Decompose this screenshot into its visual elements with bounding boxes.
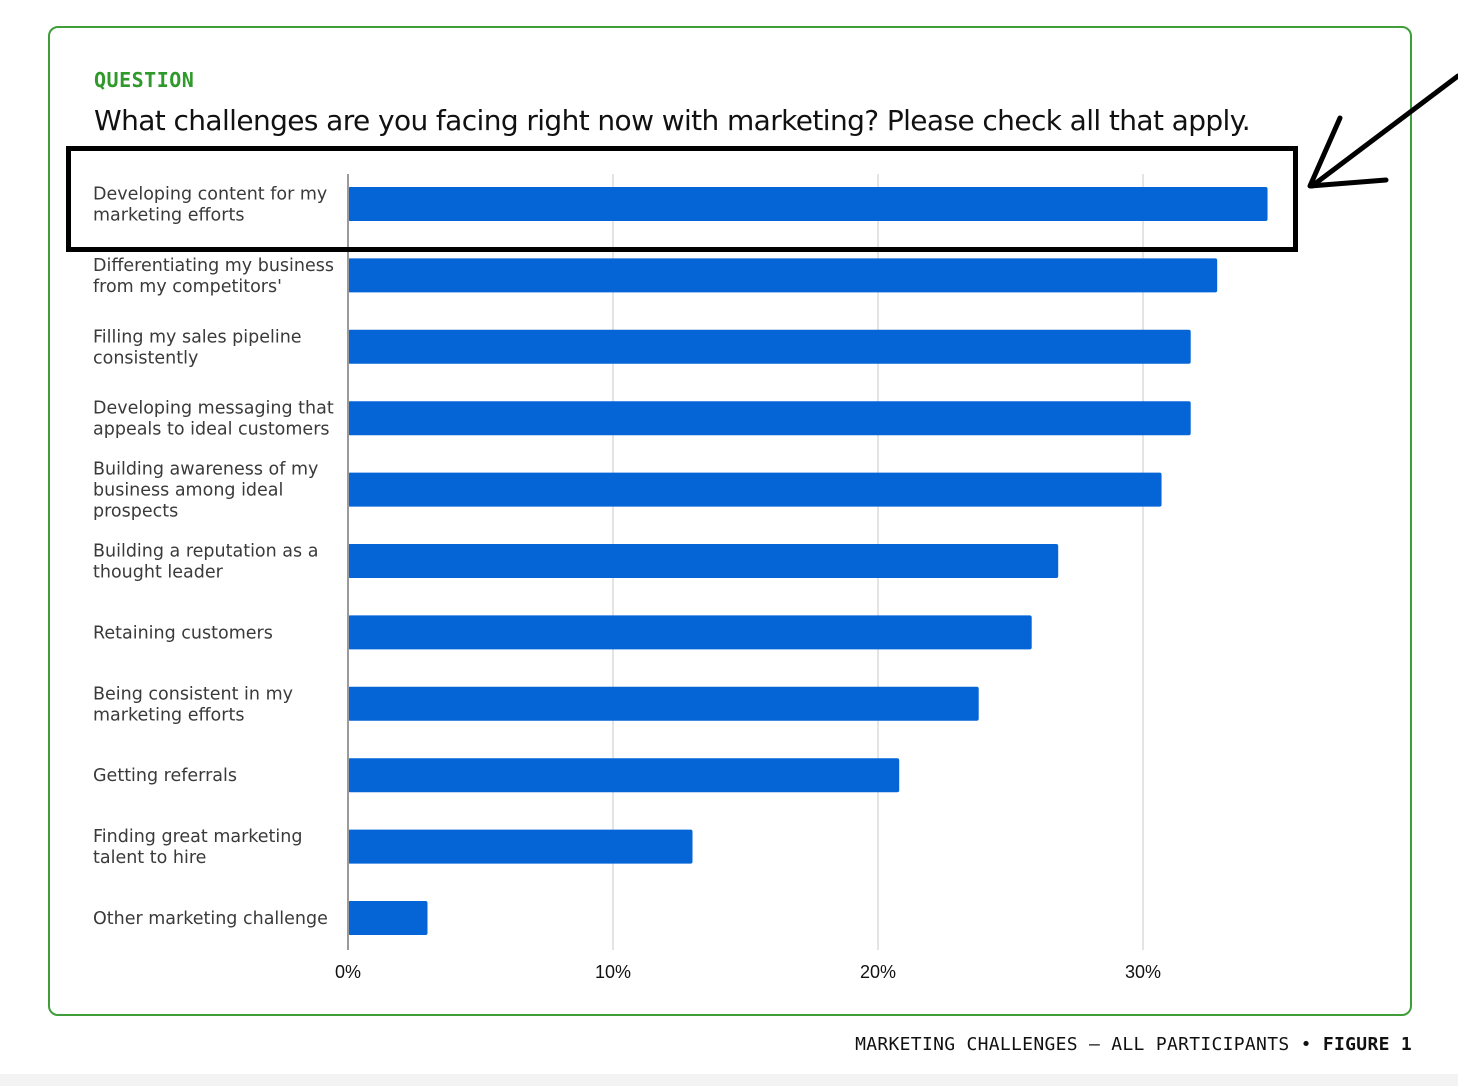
category-label-line: thought leader: [93, 563, 224, 583]
caption-separator: •: [1300, 1034, 1312, 1055]
category-label-line: business among ideal: [93, 481, 283, 501]
category-label-line: Other marketing challenge: [93, 909, 328, 929]
bar: [348, 686, 979, 721]
question-label: QUESTION: [94, 68, 195, 92]
category-label: Finding great marketing talent to hire: [93, 827, 302, 868]
bar-chart: Developing content for my marketing effor…: [93, 174, 1268, 982]
bar: [348, 401, 1191, 436]
caption-title: MARKETING CHALLENGES – ALL PARTICIPANTS: [855, 1034, 1290, 1055]
category-label-line: Getting referrals: [93, 766, 237, 786]
x-tick-label: 0%: [335, 962, 361, 982]
question-text: What challenges are you facing right now…: [94, 104, 1251, 137]
category-label-line: appeals to ideal customers: [93, 420, 330, 440]
category-label: Retaining customers: [93, 623, 273, 643]
category-label: Other marketing challenge: [93, 909, 328, 929]
chart-card: [48, 26, 1412, 1016]
category-label-line: Building awareness of my: [93, 460, 318, 480]
category-label-line: Finding great marketing: [93, 827, 302, 847]
x-tick-label: 10%: [595, 962, 631, 982]
bar: [348, 329, 1191, 364]
bar: [348, 901, 428, 935]
category-label-line: consistently: [93, 348, 198, 368]
category-label: Differentiating my business from my compe…: [93, 256, 334, 297]
category-label: Developing messaging that appeals to idea…: [93, 399, 334, 440]
category-label: Getting referrals: [93, 766, 237, 786]
bar: [348, 758, 900, 793]
caption-figure-number: FIGURE 1: [1322, 1034, 1412, 1055]
category-label-line: Retaining customers: [93, 623, 273, 643]
category-label-line: talent to hire: [93, 848, 206, 868]
category-label-line: Developing content for my: [93, 185, 327, 205]
bar: [348, 258, 1218, 293]
category-label: Building a reputation as a thought leader: [93, 542, 318, 583]
arrow-annotation-icon: [1307, 73, 1458, 189]
category-label-line: Developing messaging that: [93, 399, 334, 419]
category-label-line: Filling my sales pipeline: [93, 327, 302, 347]
page-bottom-strip: [0, 1074, 1458, 1086]
x-tick-label: 20%: [860, 962, 896, 982]
category-label-line: marketing efforts: [93, 206, 244, 226]
category-label-line: Building a reputation as a: [93, 542, 318, 562]
bar: [348, 829, 693, 864]
category-label: Building awareness of my business among i…: [93, 460, 318, 522]
figure-caption: MARKETING CHALLENGES – ALL PARTICIPANTS …: [855, 1034, 1412, 1055]
bar: [348, 544, 1059, 578]
bar: [348, 472, 1162, 507]
category-label: Being consistent in my marketing efforts: [93, 684, 293, 725]
x-tick-label: 30%: [1125, 962, 1161, 982]
bar: [348, 615, 1032, 650]
bar: [348, 187, 1268, 221]
category-label: Developing content for my marketing effor…: [93, 185, 327, 226]
category-label-line: Being consistent in my: [93, 684, 293, 704]
category-label-line: prospects: [93, 502, 178, 522]
category-label-line: Differentiating my business: [93, 256, 334, 276]
category-label-line: marketing efforts: [93, 705, 244, 725]
category-label-line: from my competitors': [93, 277, 282, 297]
highlight-box: [66, 146, 1298, 252]
category-label: Filling my sales pipeline consistently: [93, 327, 302, 368]
